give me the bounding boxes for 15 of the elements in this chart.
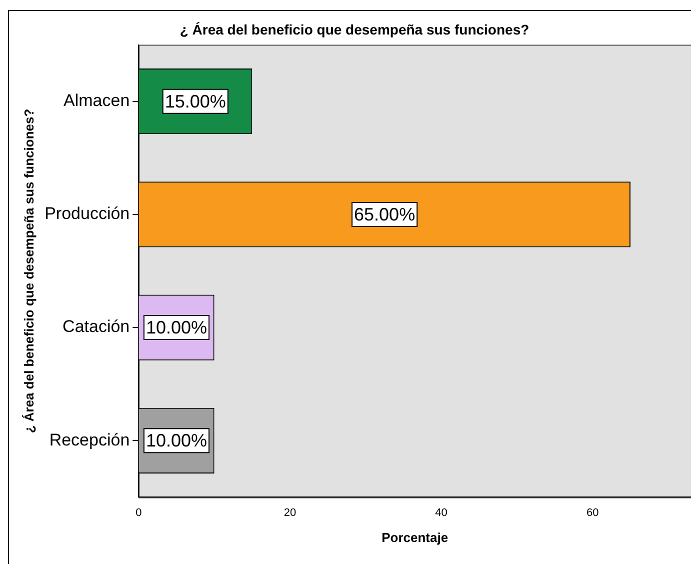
data-label: 10.00%	[146, 430, 208, 451]
x-tick-label: 60	[586, 506, 599, 519]
x-tick-label: 0	[136, 506, 142, 519]
x-axis-title: Porcentaje	[382, 530, 448, 545]
y-axis-title: ¿ Área del beneficio que desempeña sus funciones?	[21, 108, 36, 434]
data-label: 65.00%	[354, 204, 416, 224]
y-tick-label: Almacen	[64, 91, 130, 110]
y-tick-label: Recepción	[49, 430, 130, 450]
y-tick-label: Producción	[44, 204, 130, 224]
data-label: 15.00%	[164, 91, 226, 112]
chart-title: ¿ Área del beneficio que desempeña sus funciones?	[180, 21, 530, 38]
x-tick-label: 40	[435, 506, 448, 519]
data-label: 10.00%	[146, 318, 208, 338]
x-tick-label: 20	[284, 506, 296, 519]
y-tick-label: Catación	[62, 317, 130, 336]
